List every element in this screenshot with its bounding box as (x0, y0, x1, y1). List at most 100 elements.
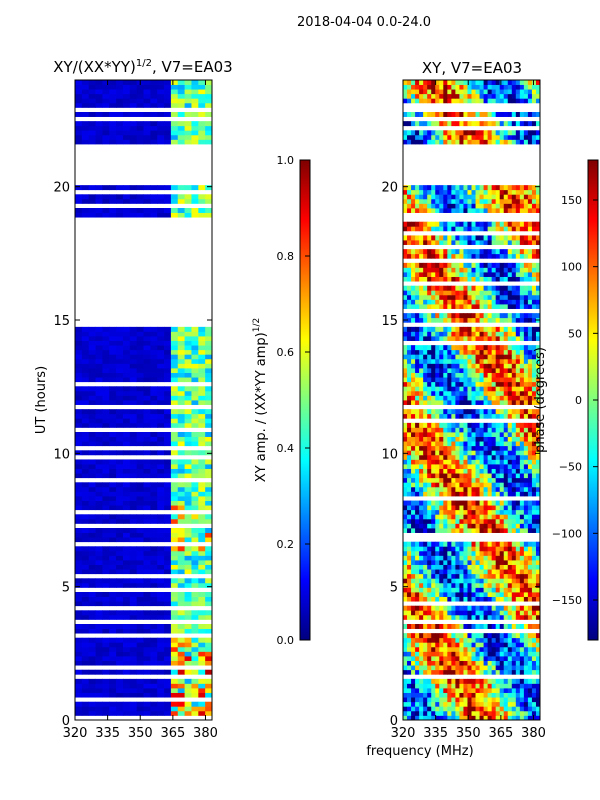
heatmap-cell (177, 80, 185, 85)
heatmap-cell (439, 445, 444, 451)
heatmap-cell (122, 368, 131, 373)
heatmap-cell (427, 313, 432, 319)
heatmap-cell (415, 486, 420, 492)
heatmap-cell (419, 422, 424, 428)
heatmap-cell (511, 715, 517, 721)
amplitude-title-sup: 1/2 (136, 58, 152, 69)
heatmap-cell (495, 573, 501, 579)
heatmap-cell (483, 633, 489, 639)
heatmap-cell (519, 235, 525, 241)
heatmap-cell (523, 587, 529, 593)
heatmap-cell (170, 564, 179, 570)
heatmap-cell (415, 592, 420, 597)
heatmap-cell (419, 656, 424, 661)
heatmap-cell (177, 208, 185, 213)
heatmap-cell (463, 331, 468, 337)
heatmap-cell (95, 546, 103, 552)
heatmap-cell (495, 400, 501, 405)
heatmap-cell (81, 710, 90, 716)
heatmap-cell (503, 486, 509, 492)
heatmap-cell (427, 715, 432, 721)
heatmap-cell (447, 372, 452, 378)
heatmap-cell (184, 125, 192, 131)
heatmap-cell (150, 422, 158, 428)
heatmap-cell (136, 198, 144, 204)
heatmap-cell (423, 331, 428, 337)
heatmap-cell (471, 683, 476, 689)
heatmap-cell (451, 541, 456, 547)
heatmap-cell (455, 482, 460, 488)
heatmap-cell (95, 624, 103, 629)
heatmap-cell (150, 459, 158, 465)
heatmap-cell (507, 436, 513, 442)
heatmap-cell (143, 80, 151, 85)
heatmap-cell (503, 459, 509, 465)
heatmap-cell (431, 262, 436, 268)
heatmap-cell (407, 336, 412, 341)
heatmap-cell (531, 313, 537, 319)
heatmap-cell (184, 98, 192, 104)
heatmap-cell (88, 500, 96, 506)
heatmap-cell (535, 665, 541, 671)
heatmap-cell (191, 358, 199, 364)
heatmap-cell (503, 573, 509, 579)
heatmap-cell (463, 596, 468, 602)
heatmap-cell (515, 523, 521, 529)
heatmap-cell (523, 358, 529, 364)
heatmap-cell (150, 354, 158, 360)
heatmap-cell (427, 665, 432, 671)
heatmap-cell (143, 496, 151, 501)
heatmap-cell (81, 422, 90, 428)
heatmap-cell (102, 628, 110, 634)
heatmap-cell (150, 386, 158, 392)
heatmap-cell (475, 486, 480, 492)
heatmap-cell (483, 509, 489, 515)
heatmap-cell (459, 573, 464, 579)
heatmap-cell (122, 610, 131, 616)
heatmap-cell (423, 578, 428, 584)
heatmap-cell (205, 505, 213, 511)
heatmap-cell (499, 491, 505, 497)
heatmap-cell (535, 445, 541, 451)
heatmap-cell (427, 413, 432, 419)
heatmap-cell (507, 482, 513, 488)
phase-panel-title: XY, V7=EA03 (422, 59, 522, 77)
heatmap-cell (459, 240, 464, 245)
heatmap-cell (109, 482, 117, 488)
heatmap-cell (191, 546, 199, 552)
heatmap-cell (503, 445, 509, 451)
heatmap-cell (479, 226, 484, 232)
heatmap-cell (475, 642, 480, 648)
heatmap-cell (487, 697, 493, 703)
heatmap-cell (427, 477, 432, 483)
heatmap-cell (455, 715, 460, 721)
heatmap-cell (177, 473, 185, 479)
heatmap-cell (523, 624, 529, 629)
heatmap-cell (523, 464, 529, 469)
heatmap-cell (191, 628, 199, 634)
heatmap-cell (407, 646, 412, 652)
heatmap-cell (150, 331, 158, 337)
heatmap-cell (535, 477, 541, 483)
heatmap-cell (75, 409, 83, 415)
heatmap-cell (164, 486, 172, 492)
heatmap-cell (499, 651, 505, 657)
heatmap-cell (439, 294, 444, 300)
heatmap-cell (447, 313, 452, 319)
heatmap-cell (136, 678, 144, 684)
heatmap-cell (519, 578, 525, 584)
heatmap-cell (157, 121, 165, 127)
heatmap-cell (407, 313, 412, 319)
heatmap-cell (427, 541, 432, 547)
heatmap-cell (157, 473, 165, 479)
heatmap-cell (423, 317, 428, 323)
heatmap-cell (150, 491, 158, 497)
heatmap-cell (515, 560, 521, 565)
heatmap-cell (129, 592, 138, 597)
heatmap-cell (463, 226, 468, 232)
heatmap-cell (75, 486, 83, 492)
heatmap-cell (95, 336, 103, 341)
heatmap-cell (471, 665, 476, 671)
heatmap-cell (459, 432, 464, 437)
